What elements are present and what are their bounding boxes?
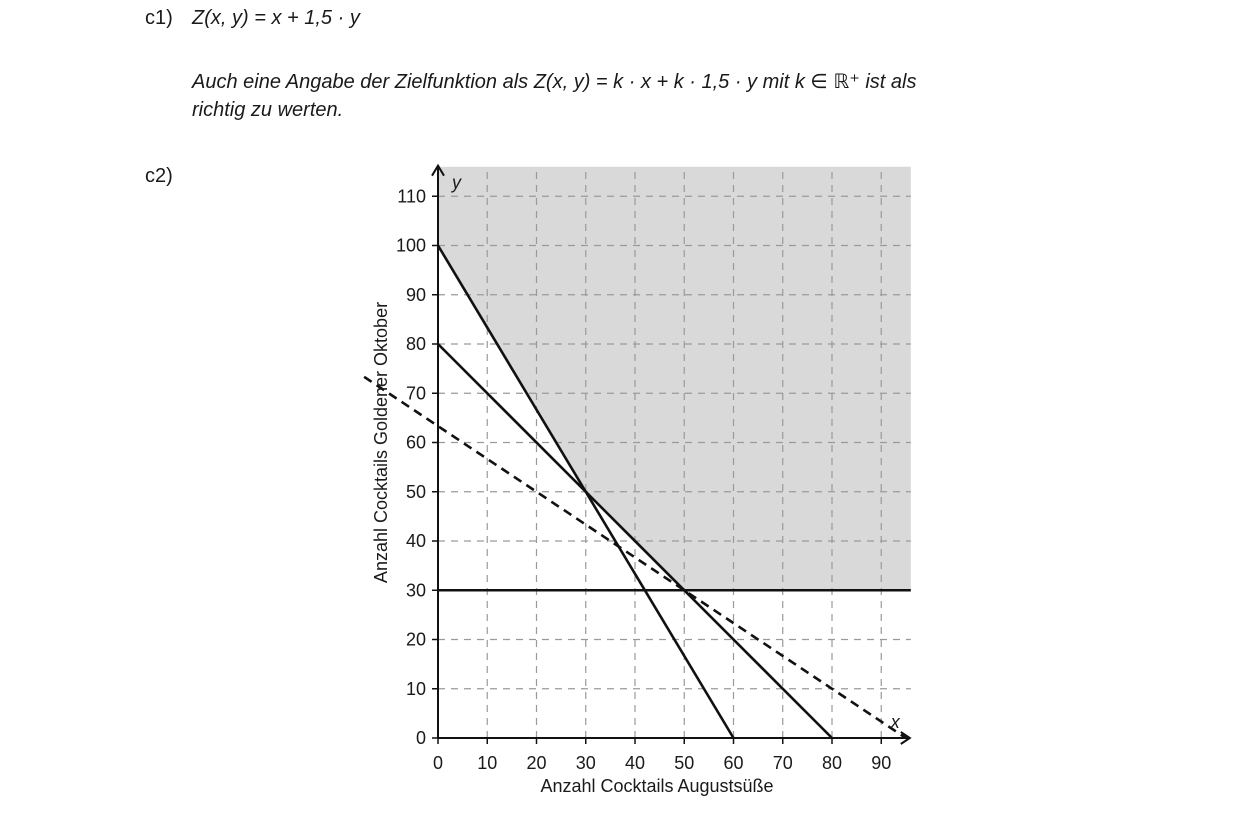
c2-label: c2) bbox=[145, 165, 173, 187]
y-tick-label-50: 50 bbox=[406, 482, 426, 502]
x-tick-label-80: 80 bbox=[822, 753, 842, 773]
y-axis-label: Anzahl Cocktails Goldener Oktober bbox=[371, 302, 391, 583]
y-tick-label-100: 100 bbox=[396, 236, 426, 256]
note-line-2: richtig zu werten. bbox=[192, 99, 344, 121]
x-tick-label-20: 20 bbox=[526, 753, 546, 773]
y-tick-label-30: 30 bbox=[406, 580, 426, 600]
axes bbox=[431, 163, 912, 745]
note-line-1: Auch eine Angabe der Zielfunktion als Z(… bbox=[192, 71, 917, 93]
constraint-lines bbox=[363, 244, 911, 740]
y-tick-label-40: 40 bbox=[406, 531, 426, 551]
x-axis-symbol: x bbox=[890, 712, 901, 732]
series-line-2 bbox=[437, 343, 833, 739]
x-tick-label-50: 50 bbox=[674, 753, 694, 773]
x-tick-label-30: 30 bbox=[576, 753, 596, 773]
x-axis-label: Anzahl Cocktails Augustsüße bbox=[540, 776, 773, 796]
y-tick-label-80: 80 bbox=[406, 334, 426, 354]
feasible-region bbox=[438, 166, 911, 591]
x-tick-label-0: 0 bbox=[433, 753, 443, 773]
x-tick-label-70: 70 bbox=[773, 753, 793, 773]
y-tick-label-10: 10 bbox=[406, 679, 426, 699]
x-tick-label-40: 40 bbox=[625, 753, 645, 773]
x-axis-arrow bbox=[900, 731, 912, 745]
y-tick-label-90: 90 bbox=[406, 285, 426, 305]
tick-labels: 0 10 20 30 40 50 60 70 80 90 0 10 20 30 40 50 60 70 80 90 10… bbox=[396, 186, 891, 773]
series-line-4 bbox=[363, 375, 907, 740]
objective-function: Z(x, y) = x + 1,5 · y bbox=[192, 7, 360, 29]
x-tick-label-90: 90 bbox=[871, 753, 891, 773]
x-tick-label-10: 10 bbox=[477, 753, 497, 773]
y-axis-arrow bbox=[431, 163, 445, 177]
y-tick-label-70: 70 bbox=[406, 383, 426, 403]
y-tick-label-0: 0 bbox=[416, 728, 426, 748]
x-tick-label-60: 60 bbox=[723, 753, 743, 773]
y-tick-label-20: 20 bbox=[406, 630, 426, 650]
y-axis-symbol: y bbox=[450, 173, 462, 193]
c1-label: c1) bbox=[145, 7, 173, 29]
y-tick-label-110: 110 bbox=[397, 186, 426, 206]
y-tick-label-60: 60 bbox=[406, 433, 426, 453]
